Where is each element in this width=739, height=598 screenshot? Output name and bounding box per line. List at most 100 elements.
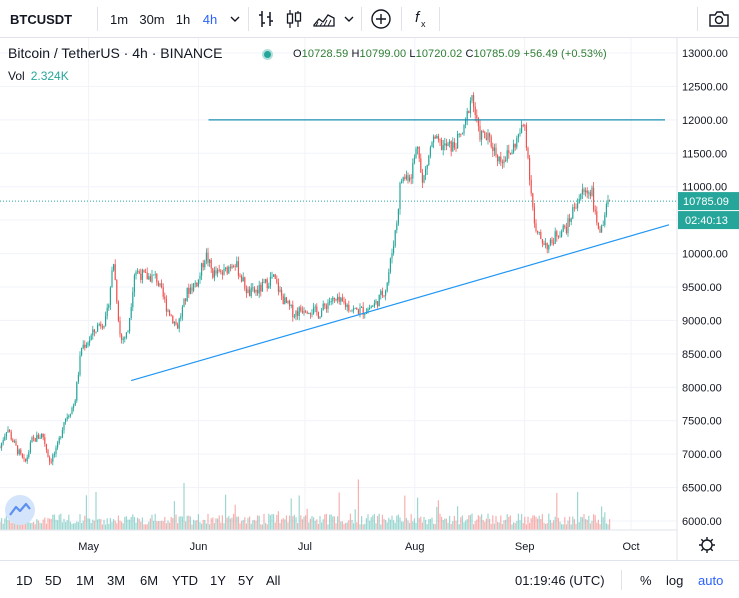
range-1d[interactable]: 1D bbox=[16, 572, 33, 588]
volume-bar bbox=[301, 519, 303, 530]
percent-toggle[interactable]: % bbox=[640, 572, 652, 588]
candle-body bbox=[356, 308, 358, 310]
candle-body bbox=[257, 289, 259, 294]
candle-body bbox=[255, 289, 257, 293]
volume-bar bbox=[273, 514, 275, 530]
volume-bar bbox=[479, 516, 481, 530]
chart-area[interactable]: 13000.00 12500.00 12000.00 11500.00 11000.00… bbox=[0, 38, 739, 560]
candle-body bbox=[546, 243, 548, 250]
candle-body bbox=[500, 156, 502, 163]
candle-body bbox=[36, 434, 38, 442]
candle-body bbox=[447, 143, 449, 147]
candles-icon[interactable] bbox=[282, 0, 306, 38]
market-status-dot[interactable] bbox=[262, 49, 273, 60]
utc-clock[interactable]: 01:19:46 (UTC) bbox=[515, 572, 605, 588]
interval-30m[interactable]: 30m bbox=[139, 11, 165, 27]
candle-body bbox=[247, 289, 249, 294]
volume-bar bbox=[444, 518, 446, 530]
range-3m[interactable]: 3M bbox=[107, 572, 126, 588]
volume-bar bbox=[324, 514, 326, 530]
price-axis: 13000.00 12500.00 12000.00 11500.00 11000.00… bbox=[682, 48, 728, 528]
settings-icon[interactable] bbox=[699, 537, 715, 553]
candle-body bbox=[581, 189, 583, 195]
volume-bar bbox=[457, 506, 459, 530]
add-indicator-icon[interactable] bbox=[367, 0, 395, 38]
volume-bar bbox=[407, 520, 409, 530]
candle-body bbox=[268, 286, 270, 289]
range-5d[interactable]: 5D bbox=[45, 572, 62, 588]
volume-bar bbox=[447, 522, 449, 530]
candle-body bbox=[535, 223, 537, 231]
candle-body bbox=[476, 114, 478, 118]
candle-body bbox=[564, 225, 566, 228]
candle-body bbox=[274, 274, 276, 279]
volume-bar bbox=[476, 519, 478, 530]
volume-bar bbox=[55, 519, 57, 530]
range-ytd[interactable]: YTD bbox=[172, 572, 198, 588]
candle-body bbox=[92, 329, 94, 336]
chevron-down-icon[interactable] bbox=[340, 0, 358, 38]
volume-bar bbox=[402, 521, 404, 530]
interval-4h[interactable]: 4h bbox=[202, 11, 218, 27]
price-tick-label: 11000.00 bbox=[682, 182, 727, 194]
volume-bar bbox=[405, 517, 407, 530]
candle-body bbox=[47, 449, 49, 458]
volume-bar bbox=[285, 515, 287, 530]
candle-body bbox=[580, 194, 582, 200]
log-toggle[interactable]: log bbox=[666, 572, 684, 588]
candle-body bbox=[191, 287, 193, 291]
candle-body bbox=[545, 243, 547, 245]
range-1m[interactable]: 1M bbox=[76, 572, 95, 588]
candle-body bbox=[125, 332, 127, 338]
volume-bar bbox=[233, 513, 235, 530]
volume-bar bbox=[450, 523, 452, 530]
open-label: O bbox=[293, 48, 302, 60]
chevron-down-icon[interactable] bbox=[226, 0, 244, 38]
candle-body bbox=[137, 271, 139, 273]
range-6m[interactable]: 6M bbox=[140, 572, 159, 588]
interval-1m[interactable]: 1m bbox=[109, 11, 129, 27]
candle-body bbox=[572, 207, 574, 219]
candle-body bbox=[333, 297, 335, 300]
candle-body bbox=[513, 143, 515, 153]
volume-bar bbox=[401, 521, 403, 530]
symbol-search[interactable]: BTCUSDT bbox=[10, 11, 73, 27]
candle-body bbox=[498, 156, 500, 162]
candle-body bbox=[521, 125, 523, 133]
candle-body bbox=[490, 136, 492, 147]
area-chart-icon[interactable] bbox=[310, 0, 338, 38]
volume-bar bbox=[393, 520, 395, 530]
volume-bar bbox=[322, 519, 324, 530]
volume-bar bbox=[7, 519, 9, 530]
candle-body bbox=[151, 274, 153, 282]
svg-text:f: f bbox=[415, 9, 421, 26]
countdown-label: 02:40:13 bbox=[685, 215, 728, 227]
bar-chart-icon[interactable] bbox=[254, 0, 278, 38]
candle-body bbox=[319, 316, 321, 319]
volume-bar bbox=[159, 521, 161, 530]
candle-body bbox=[63, 422, 65, 430]
auto-toggle[interactable]: auto bbox=[698, 572, 724, 588]
candle-body bbox=[540, 232, 542, 240]
range-5y[interactable]: 5Y bbox=[238, 572, 254, 588]
candle-body bbox=[391, 253, 393, 259]
volume-bar bbox=[557, 517, 559, 530]
volume-bar bbox=[349, 513, 351, 530]
volume-bar bbox=[122, 523, 124, 530]
candle-body bbox=[397, 209, 399, 224]
price-chart[interactable]: 13000.00 12500.00 12000.00 11500.00 11000.00… bbox=[0, 38, 739, 560]
range-1y[interactable]: 1Y bbox=[210, 572, 226, 588]
range-all[interactable]: All bbox=[266, 572, 281, 588]
candle-body bbox=[277, 282, 279, 292]
candle-body bbox=[199, 275, 201, 280]
candle-body bbox=[21, 453, 23, 458]
candle-body bbox=[549, 239, 551, 245]
price-tick-label: 9500.00 bbox=[682, 282, 722, 294]
volume-bar bbox=[506, 514, 508, 530]
candle-body bbox=[37, 434, 39, 439]
camera-icon[interactable] bbox=[704, 0, 734, 38]
candle-body bbox=[385, 290, 387, 296]
candle-body bbox=[81, 348, 83, 356]
interval-1h[interactable]: 1h bbox=[175, 11, 191, 27]
